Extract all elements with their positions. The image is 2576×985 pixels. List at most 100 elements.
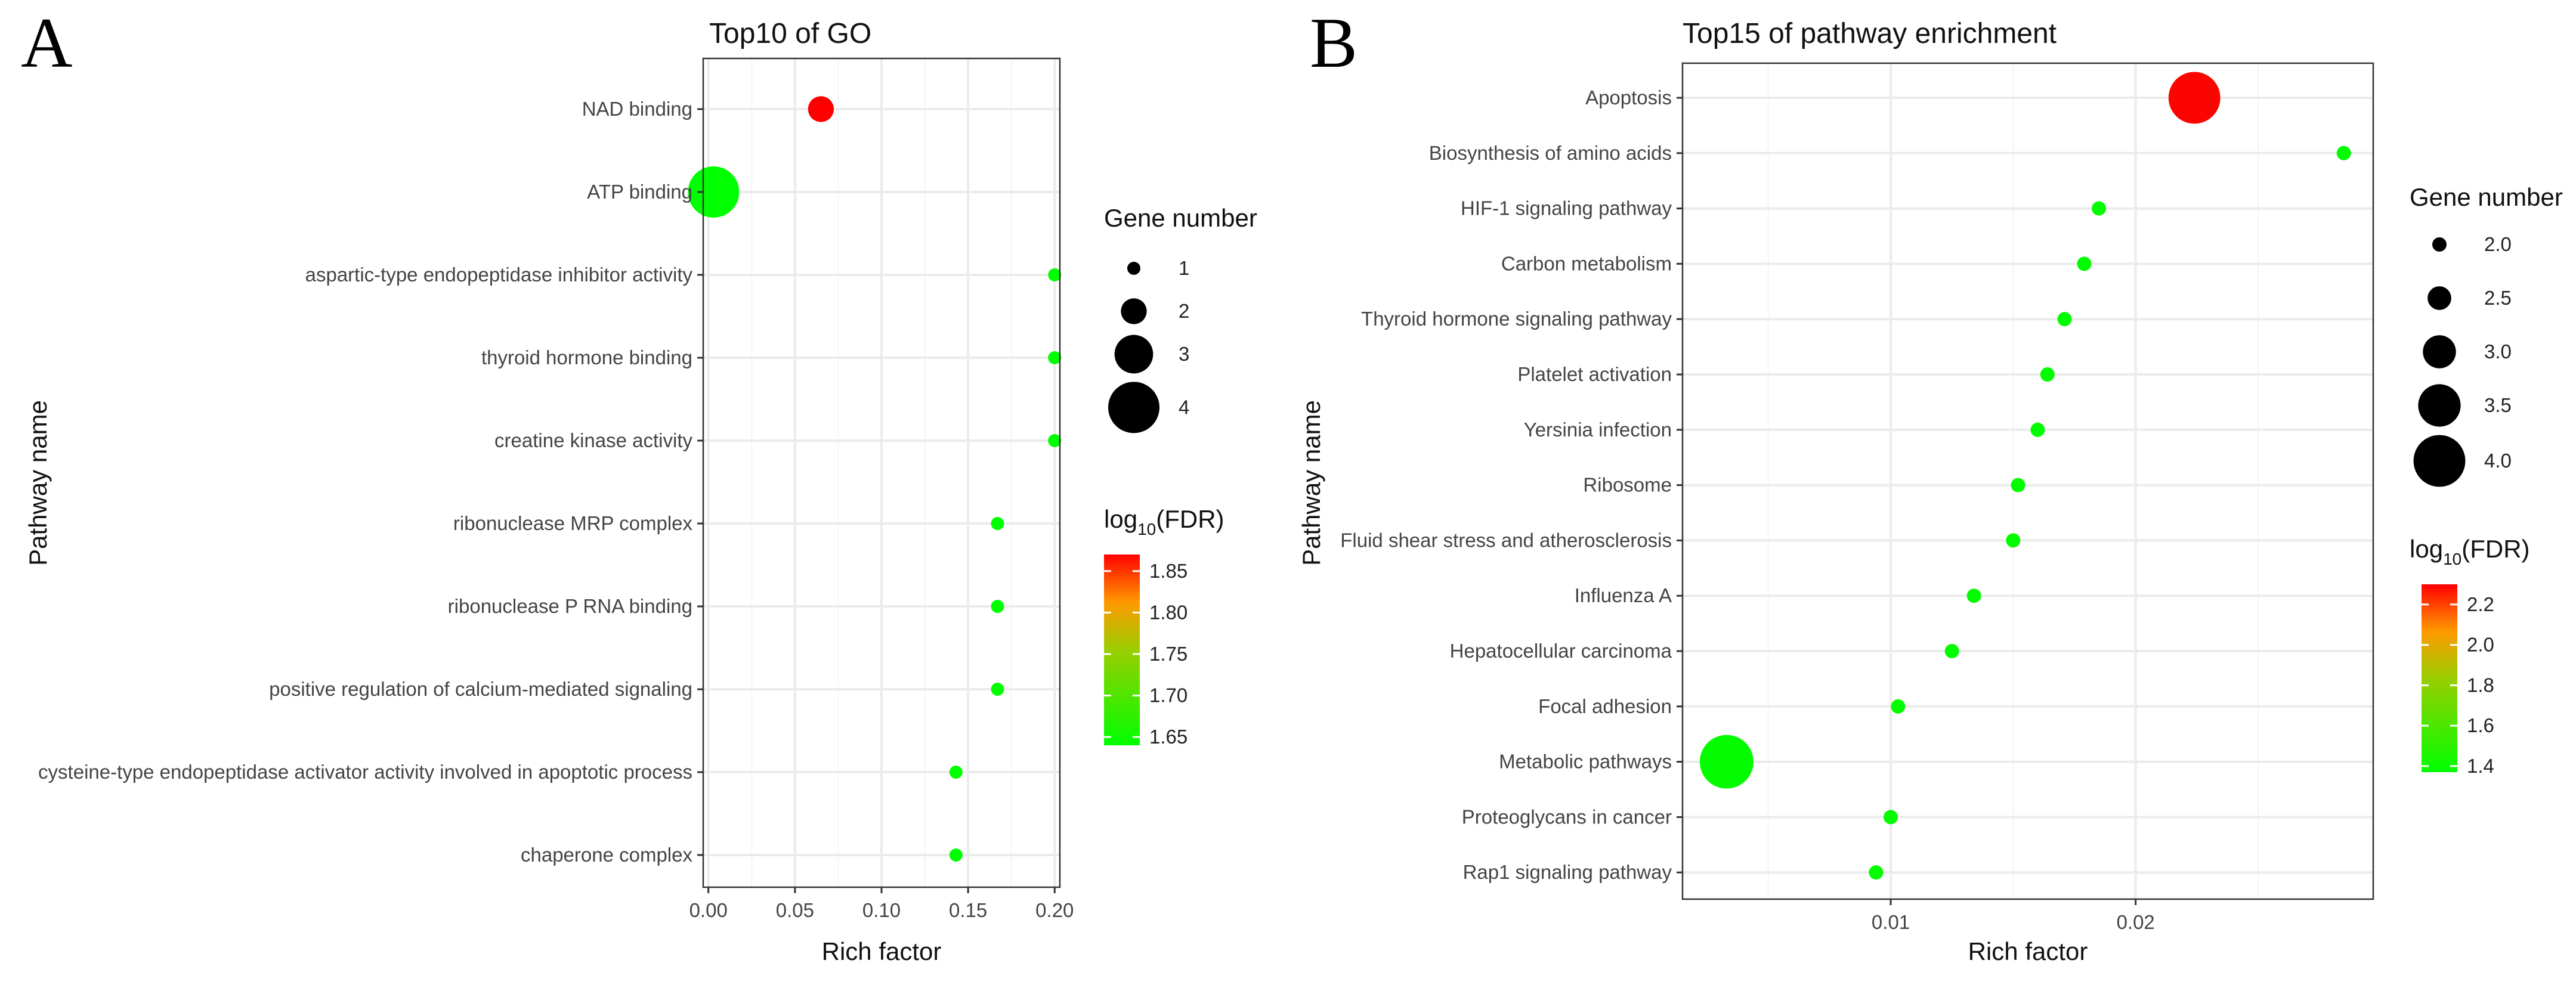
y-tick-label: cysteine-type endopeptidase activator ac…	[38, 761, 692, 783]
data-point[interactable]	[2040, 367, 2055, 382]
color-legend-label: 1.70	[1149, 684, 1188, 707]
y-tick-label: Metabolic pathways	[1499, 751, 1672, 773]
size-legend-key	[1108, 382, 1159, 433]
panel-b-color-legend: log10(FDR) 1.4 1.6 1.8 2.0 2.2	[2410, 535, 2530, 777]
color-legend-title: log10(FDR)	[2410, 535, 2530, 568]
size-legend-label: 2	[1179, 300, 1189, 322]
color-legend-title-subscript: 10	[1137, 520, 1156, 538]
panel-a-y-axis-title: Pathway name	[24, 400, 52, 566]
data-point[interactable]	[949, 848, 963, 862]
data-point[interactable]	[1048, 434, 1062, 447]
y-tick-label: Hepatocellular carcinoma	[1450, 640, 1672, 662]
panel-b-letter: B	[1310, 3, 1357, 82]
y-tick-label: Ribosome	[1583, 474, 1672, 496]
panel-b-data-points	[1699, 72, 2351, 880]
color-legend-title-subscript: 10	[2443, 550, 2461, 568]
panel-b-y-axis-title: Pathway name	[1297, 400, 1325, 566]
color-legend-title: log10(FDR)	[1104, 505, 1224, 538]
color-legend-bar	[1104, 555, 1140, 745]
size-legend-label: 1	[1179, 257, 1189, 279]
size-legend-label: 2.5	[2484, 287, 2512, 309]
color-legend-label: 2.2	[2467, 593, 2494, 615]
x-tick-label: 0.10	[862, 899, 901, 921]
y-tick-label: Yersinia infection	[1524, 419, 1672, 441]
panel-b-x-axis: 0.01 0.02	[1872, 899, 2155, 933]
panel-b-gridlines	[1683, 63, 2373, 899]
data-point[interactable]	[991, 600, 1004, 613]
panel-a-x-axis-title: Rich factor	[822, 937, 942, 965]
size-legend-key	[1121, 298, 1147, 324]
y-tick-label: ATP binding	[587, 181, 692, 203]
panel-b-pathway-chart: B Top15 of pathway enrichment Apoptosis B…	[1297, 3, 2563, 965]
size-legend-key	[2432, 237, 2447, 252]
size-legend-title: Gene number	[2410, 183, 2563, 211]
panel-a-gridlines	[703, 58, 1060, 887]
panel-a-y-axis: NAD binding ATP binding aspartic-type endo…	[38, 98, 703, 866]
x-tick-label: 0.01	[1872, 911, 1910, 933]
data-point[interactable]	[1966, 588, 1981, 603]
panel-a-x-axis: 0.00 0.05 0.10 0.15 0.20	[689, 887, 1074, 921]
y-tick-label: Biosynthesis of amino acids	[1429, 142, 1672, 164]
y-tick-label: Thyroid hormone signaling pathway	[1361, 308, 1672, 330]
panel-a-data-points	[688, 96, 1062, 862]
panel-b-size-legend: Gene number 2.0 2.5 3.0 3.5 4.0	[2410, 183, 2563, 487]
size-legend-key	[1127, 262, 1140, 275]
y-tick-label: ribonuclease P RNA binding	[448, 595, 692, 617]
panel-a-go-chart: A Top10 of GO NAD binding ATP binding aspa…	[21, 3, 1257, 965]
color-legend-label: 1.8	[2467, 674, 2494, 696]
y-tick-label: Platelet activation	[1517, 363, 1672, 385]
y-tick-label: thyroid hormone binding	[481, 346, 692, 368]
size-legend-label: 3	[1179, 343, 1189, 365]
panel-a-color-legend: log10(FDR) 1.65 1.70 1.75 1.80 1.85	[1104, 505, 1224, 748]
data-point[interactable]	[2006, 533, 2021, 548]
data-point[interactable]	[991, 517, 1004, 530]
data-point[interactable]	[1048, 351, 1062, 364]
x-tick-label: 0.15	[949, 899, 987, 921]
data-point[interactable]	[1944, 644, 1959, 658]
y-tick-label: Carbon metabolism	[1501, 252, 1672, 274]
data-point[interactable]	[949, 766, 963, 779]
data-point[interactable]	[1699, 735, 1754, 789]
color-legend-title-log: log	[2410, 535, 2443, 563]
color-legend-title-fdr: (FDR)	[1156, 505, 1224, 533]
y-tick-label: Influenza A	[1575, 584, 1672, 606]
data-point[interactable]	[2077, 256, 2092, 271]
panel-b-y-axis: Apoptosis Biosynthesis of amino acids HIF-…	[1340, 86, 1683, 883]
color-legend-bar	[2422, 584, 2457, 772]
panel-a-letter: A	[21, 3, 73, 82]
color-legend-label: 1.75	[1149, 643, 1188, 665]
y-tick-label: HIF-1 signaling pathway	[1461, 197, 1672, 219]
data-point[interactable]	[2168, 72, 2221, 124]
panel-a-size-legend: Gene number 1 2 3 4	[1104, 204, 1257, 433]
y-tick-label: creatine kinase activity	[494, 429, 692, 451]
data-point[interactable]	[2336, 145, 2351, 160]
y-tick-label: aspartic-type endopeptidase inhibitor ac…	[305, 264, 693, 286]
color-legend-label: 1.4	[2467, 755, 2494, 777]
data-point[interactable]	[2011, 478, 2025, 492]
color-legend-label: 1.6	[2467, 714, 2494, 736]
data-point[interactable]	[1891, 699, 1906, 714]
size-legend-label: 4.0	[2484, 450, 2512, 472]
data-point[interactable]	[2092, 201, 2107, 216]
data-point[interactable]	[808, 96, 834, 122]
data-point[interactable]	[688, 166, 740, 218]
data-point[interactable]	[2057, 312, 2072, 327]
size-legend-title: Gene number	[1104, 204, 1257, 232]
y-tick-label: ribonuclease MRP complex	[453, 512, 693, 534]
data-point[interactable]	[2030, 422, 2045, 437]
size-legend-key	[1114, 334, 1154, 374]
data-point[interactable]	[991, 683, 1004, 696]
x-tick-label: 0.02	[2117, 911, 2155, 933]
color-legend-label: 1.80	[1149, 601, 1188, 623]
panel-a-title: Top10 of GO	[709, 18, 871, 49]
data-point[interactable]	[1884, 810, 1898, 825]
size-legend-label: 3.0	[2484, 340, 2512, 363]
y-tick-label: Rap1 signaling pathway	[1463, 861, 1672, 883]
y-tick-label: positive regulation of calcium-mediated …	[269, 678, 692, 700]
data-point[interactable]	[1048, 268, 1062, 281]
data-point[interactable]	[1869, 865, 1884, 880]
size-legend-label: 3.5	[2484, 394, 2512, 416]
size-legend-key	[2427, 286, 2451, 310]
size-legend-key	[2413, 435, 2466, 487]
